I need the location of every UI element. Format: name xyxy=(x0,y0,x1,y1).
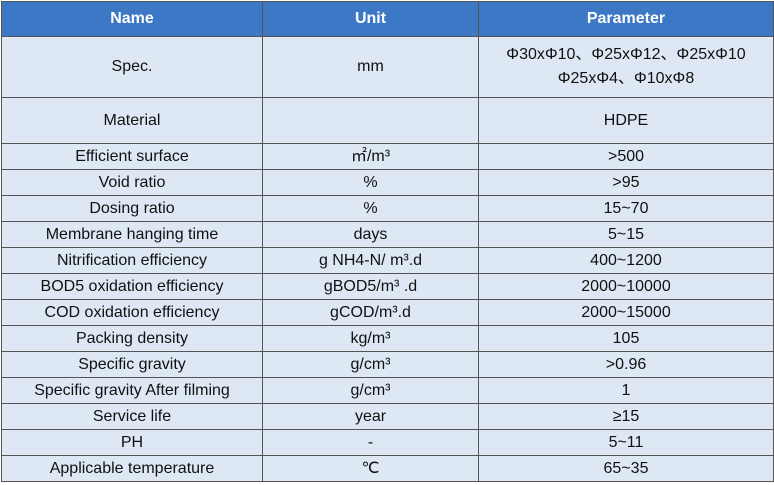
table-cell: 105 xyxy=(478,325,774,352)
table-row: PH -5~11 xyxy=(1,429,774,456)
table-cell: 5~11 xyxy=(478,429,774,456)
table-cell: % xyxy=(262,169,479,196)
table-cell: Spec. xyxy=(1,36,263,98)
table-cell: 5~15 xyxy=(478,221,774,248)
table-cell: Efficient surface xyxy=(1,143,263,170)
table-cell: 1 xyxy=(478,377,774,404)
table-cell: % xyxy=(262,195,479,222)
table-cell: 400~1200 xyxy=(478,247,774,274)
table-cell: g/cm³ xyxy=(262,377,479,404)
table-cell: Service life xyxy=(1,403,263,430)
table-cell: ㎡/m³ xyxy=(262,143,479,170)
table-row: Packing density kg/m³ 105 xyxy=(1,325,774,352)
table-cell: days xyxy=(262,221,479,248)
table-row: Nitrification efficiency g NH4-N/ m³.d 400… xyxy=(1,247,774,274)
table-cell: Material xyxy=(1,97,263,144)
table-row: COD oxidation efficiency gCOD/m³.d 2000~15… xyxy=(1,299,774,326)
table-cell: 2000~10000 xyxy=(478,273,774,300)
table-cell: PH xyxy=(1,429,263,456)
table-row: Efficient surface ㎡/m³ >500 xyxy=(1,143,774,170)
table-cell: gCOD/m³.d xyxy=(262,299,479,326)
table-row: Specific gravity g/cm³ >0.96 xyxy=(1,351,774,378)
header-cell: Unit xyxy=(262,1,479,37)
table-cell: Dosing ratio xyxy=(1,195,263,222)
table-cell: gBOD5/m³ .d xyxy=(262,273,479,300)
table-cell: ℃ xyxy=(262,455,479,482)
table-row: Service life year ≥15 xyxy=(1,403,774,430)
table-cell: kg/m³ xyxy=(262,325,479,352)
table-cell: 2000~15000 xyxy=(478,299,774,326)
table-cell: ≥15 xyxy=(478,403,774,430)
table-row: Material HDPE xyxy=(1,97,774,144)
table-cell: g/cm³ xyxy=(262,351,479,378)
table-cell: mm xyxy=(262,36,479,98)
table-cell: 15~70 xyxy=(478,195,774,222)
table-cell: COD oxidation efficiency xyxy=(1,299,263,326)
table-cell: HDPE xyxy=(478,97,774,144)
cell-line: Φ30xΦ10、Φ25xΦ12、Φ25xΦ10 xyxy=(506,46,746,63)
table-cell: Void ratio xyxy=(1,169,263,196)
table-cell: Φ30xΦ10、Φ25xΦ12、Φ25xΦ10 Φ25xΦ4、Φ10xΦ8 xyxy=(478,36,774,98)
cell-line: Φ25xΦ4、Φ10xΦ8 xyxy=(557,70,695,87)
table-cell: Specific gravity xyxy=(1,351,263,378)
table-cell: - xyxy=(262,429,479,456)
table-cell xyxy=(262,97,479,144)
header-row: Name Unit Parameter xyxy=(1,1,774,37)
table-cell: 65~35 xyxy=(478,455,774,482)
header-cell: Name xyxy=(1,1,263,37)
table-row: Membrane hanging time days 5~15 xyxy=(1,221,774,248)
table-cell: >0.96 xyxy=(478,351,774,378)
table-row: Void ratio% >95 xyxy=(1,169,774,196)
table-cell: g NH4-N/ m³.d xyxy=(262,247,479,274)
table-cell: year xyxy=(262,403,479,430)
table-cell: Applicable temperature xyxy=(1,455,263,482)
table-row: BOD5 oxidation efficiency gBOD5/m³ .d 2000… xyxy=(1,273,774,300)
table-cell: Membrane hanging time xyxy=(1,221,263,248)
table-cell: Specific gravity After filming xyxy=(1,377,263,404)
table-row: Applicable temperature ℃ 65~35 xyxy=(1,455,774,482)
table-row: Dosing ratio% 15~70 xyxy=(1,195,774,222)
table-cell: Packing density xyxy=(1,325,263,352)
table-cell: BOD5 oxidation efficiency xyxy=(1,273,263,300)
header-cell: Parameter xyxy=(478,1,774,37)
table-cell: >95 xyxy=(478,169,774,196)
table-row: Specific gravity After filming g/cm³ 1 xyxy=(1,377,774,404)
table-row: Spec. mm Φ30xΦ10、Φ25xΦ12、Φ25xΦ10 Φ25xΦ4、Φ10… xyxy=(1,36,774,98)
table-cell: >500 xyxy=(478,143,774,170)
table-cell: Nitrification efficiency xyxy=(1,247,263,274)
